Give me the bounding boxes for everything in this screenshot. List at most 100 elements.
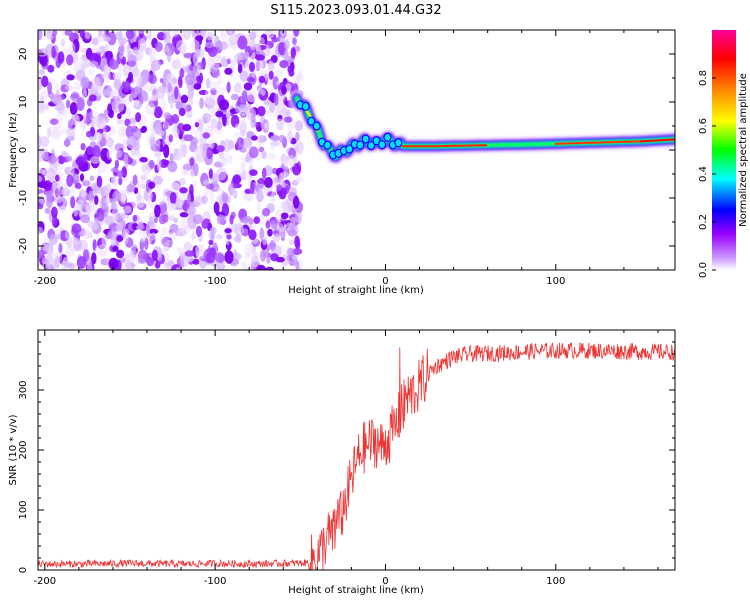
noise-blob (251, 135, 258, 141)
noise-blob (132, 174, 138, 186)
noise-blob (224, 250, 234, 264)
noise-blob (213, 201, 220, 215)
noise-blob (233, 170, 243, 176)
noise-blob (135, 224, 145, 231)
track-bead (356, 140, 365, 150)
noise-blob (141, 184, 146, 190)
noise-blob (239, 70, 249, 82)
noise-blob (209, 80, 219, 91)
noise-blob (153, 175, 164, 185)
noise-blob (261, 150, 267, 159)
noise-blob (279, 34, 286, 44)
noise-blob (290, 47, 296, 59)
noise-blob (116, 235, 124, 242)
noise-blob (81, 121, 86, 132)
colorbar-tick-label: 0.8 (698, 70, 709, 86)
noise-blob (159, 77, 164, 84)
noise-blob (279, 134, 286, 144)
noise-blob (114, 159, 119, 169)
noise-blob (38, 101, 45, 113)
noise-blob (241, 112, 246, 124)
noise-blob (242, 263, 247, 270)
noise-blob (148, 159, 155, 169)
noise-blob (147, 96, 157, 102)
noise-blob (206, 31, 215, 41)
noise-blob (73, 62, 80, 73)
noise-blob (264, 122, 270, 130)
noise-blob (218, 99, 230, 111)
x-tick-label: -200 (33, 576, 56, 587)
noise-blob (69, 102, 78, 115)
noise-blob (84, 201, 94, 212)
noise-blob (46, 30, 52, 40)
noise-blob (142, 96, 149, 102)
noise-blob (76, 97, 85, 112)
noise-blob (104, 109, 109, 116)
noise-blob (226, 234, 232, 240)
noise-blob (66, 74, 75, 81)
snr-line (38, 342, 675, 570)
noise-blob (46, 197, 53, 209)
track-core (554, 140, 642, 145)
noise-blob (100, 119, 107, 129)
noise-blob (269, 239, 276, 251)
noise-blob (96, 175, 103, 188)
noise-blob (237, 63, 243, 74)
noise-blob (173, 183, 181, 189)
colorbar-tick-label: 0.6 (698, 118, 709, 134)
noise-blob (201, 146, 208, 158)
noise-blob (79, 30, 85, 39)
noise-blob (280, 253, 290, 266)
noise-blob (141, 163, 147, 173)
figure-title: S115.2023.093.01.44.G32 (270, 3, 441, 18)
noise-blob (194, 128, 204, 142)
noise-blob (210, 226, 217, 235)
noise-blob (193, 162, 199, 177)
noise-blob (210, 247, 217, 258)
noise-blob (276, 184, 283, 192)
snr-series (38, 342, 675, 570)
noise-blob (195, 225, 203, 238)
colorbar-tick-label: 0.4 (698, 166, 709, 182)
noise-blob (248, 229, 257, 240)
noise-blob (291, 248, 303, 256)
noise-blob (100, 36, 112, 42)
noise-blob (66, 127, 76, 141)
noise-blob (171, 30, 179, 38)
noise-blob (79, 173, 85, 182)
noise-blob (38, 181, 49, 189)
noise-blob (192, 180, 198, 188)
noise-blob (230, 93, 239, 101)
noise-blob (108, 146, 115, 154)
noise-blob (199, 97, 205, 109)
noise-blob (183, 241, 192, 251)
track-bead (377, 140, 387, 150)
noise-blob (148, 181, 156, 189)
noise-blob (146, 30, 152, 41)
noise-blob (57, 155, 66, 165)
noise-blob (176, 246, 182, 255)
noise-blob (214, 122, 224, 135)
noise-blob (110, 208, 118, 214)
noise-blob (293, 30, 300, 37)
noise-blob (51, 206, 58, 219)
noise-blob (198, 89, 209, 96)
noise-blob (294, 235, 300, 248)
noise-blob (171, 127, 180, 136)
noise-blob (91, 76, 101, 91)
noise-blob (235, 106, 240, 113)
noise-blob (216, 214, 225, 225)
noise-blob (162, 159, 170, 166)
noise-blob (54, 83, 60, 91)
noise-blob (178, 75, 183, 89)
noise-blob (192, 258, 200, 265)
noise-blob (246, 76, 255, 83)
spectrogram-y-ticks: -20 -10 0 10 20 (18, 29, 675, 271)
noise-blob (248, 146, 259, 159)
spectrogram-track (288, 90, 675, 165)
noise-blob (272, 233, 281, 243)
noise-blob (183, 52, 194, 59)
track-bead (367, 140, 376, 151)
noise-blob (96, 211, 105, 222)
